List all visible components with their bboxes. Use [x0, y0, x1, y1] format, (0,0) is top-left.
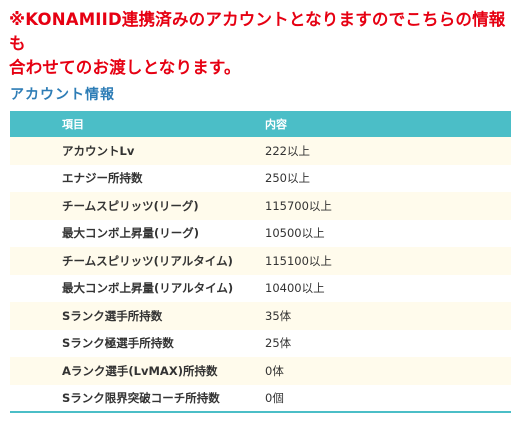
row-item-value: 25体: [265, 336, 292, 351]
table-row: 最大コンボ上昇量(リーグ) 10500以上: [10, 219, 511, 247]
row-item-value: 0体: [265, 363, 284, 378]
notice-line-1: ※KONAMIID連携済みのアカウントとなりますのでこちらの情報も: [9, 10, 506, 53]
table-row: チームスピリッツ(リアルタイム) 115100以上: [10, 247, 511, 275]
row-item-value: 10400以上: [265, 281, 325, 296]
row-item-value: 250以上: [265, 171, 310, 186]
row-item-label: 最大コンボ上昇量(リーグ): [62, 226, 200, 241]
table-row: エナジー所持数 250以上: [10, 164, 511, 192]
row-item-value: 115100以上: [265, 253, 332, 268]
table-row: Aランク選手(LvMAX)所持数 0体: [10, 357, 511, 385]
table-row: チームスピリッツ(リーグ) 115700以上: [10, 192, 511, 220]
row-item-value: 115700以上: [265, 198, 332, 213]
row-item-value: 222以上: [265, 143, 310, 158]
row-item-value: 35体: [265, 308, 292, 323]
row-item-value: 10500以上: [265, 226, 325, 241]
row-item-label: 最大コンボ上昇量(リアルタイム): [62, 281, 234, 296]
table-header-row: 項目 内容: [10, 111, 511, 137]
account-info-table: 項目 内容 アカウントLv 222以上 エナジー所持数 250以上 チームスピリ…: [10, 111, 511, 413]
row-item-label: Aランク選手(LvMAX)所持数: [62, 363, 218, 378]
row-item-label: アカウントLv: [62, 143, 135, 158]
row-item-label: チームスピリッツ(リアルタイム): [62, 253, 233, 268]
row-item-value: 0個: [265, 390, 284, 405]
table-row: Sランク選手所持数 35体: [10, 302, 511, 330]
column-header-item: 項目: [62, 118, 84, 131]
row-item-label: Sランク極選手所持数: [62, 336, 174, 351]
row-item-label: エナジー所持数: [62, 171, 143, 186]
section-title: アカウント情報: [10, 87, 115, 103]
table-row: Sランク極選手所持数 25体: [10, 329, 511, 357]
account-notice: ※KONAMIID連携済みのアカウントとなりますのでこちらの情報も 合わせてのお…: [9, 8, 519, 80]
column-header-value: 内容: [265, 118, 287, 131]
table-row: Sランク限界突破コーチ所持数 0個: [10, 384, 511, 412]
row-item-label: Sランク限界突破コーチ所持数: [62, 390, 220, 405]
row-item-label: チームスピリッツ(リーグ): [62, 198, 199, 213]
notice-line-2: 合わせてのお渡しとなります。: [9, 58, 241, 77]
table-row: アカウントLv 222以上: [10, 137, 511, 165]
table-row: 最大コンボ上昇量(リアルタイム) 10400以上: [10, 274, 511, 302]
row-item-label: Sランク選手所持数: [62, 308, 163, 323]
